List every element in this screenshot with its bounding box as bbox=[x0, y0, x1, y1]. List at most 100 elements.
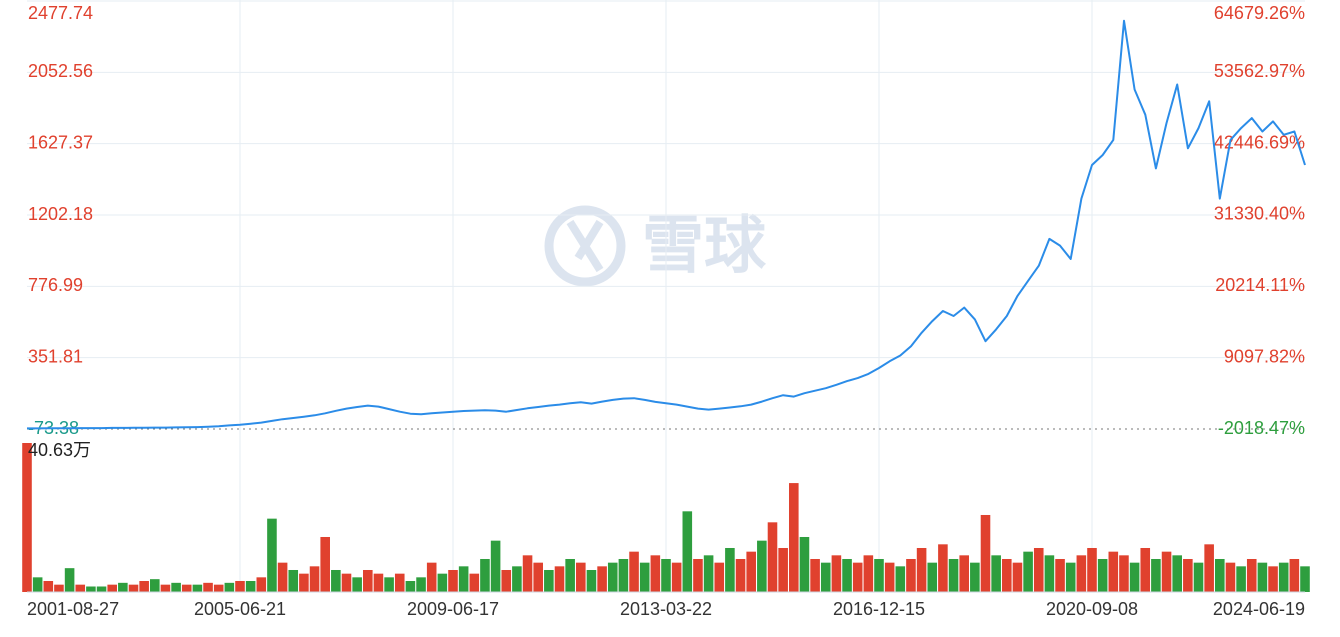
y2-tick-label: 64679.26% bbox=[1214, 3, 1305, 23]
volume-bar bbox=[959, 555, 969, 592]
volume-bar bbox=[1172, 555, 1182, 592]
volume-bar bbox=[1246, 558, 1257, 592]
volume-bar bbox=[1108, 551, 1119, 592]
volume-bar bbox=[469, 573, 480, 592]
watermark-logo-mark bbox=[566, 219, 604, 273]
y2-tick-label: 9097.82% bbox=[1224, 346, 1305, 366]
volume-bar bbox=[43, 580, 54, 592]
volume-bar bbox=[1236, 566, 1246, 592]
volume-bar bbox=[1278, 562, 1289, 592]
y2-tick-label: 42446.69% bbox=[1214, 132, 1305, 152]
volume-bar bbox=[980, 514, 991, 592]
volume-bar bbox=[639, 562, 650, 592]
volume-bar bbox=[288, 569, 299, 592]
volume-bar bbox=[544, 569, 554, 592]
volume-bar bbox=[1044, 555, 1055, 592]
grid bbox=[27, 0, 1305, 592]
volume-bar bbox=[213, 584, 224, 592]
volume-bar bbox=[203, 582, 213, 592]
volume-bar bbox=[842, 558, 852, 592]
volume-bar bbox=[181, 584, 192, 592]
volume-bar bbox=[1289, 558, 1300, 592]
volume-bar bbox=[1161, 551, 1172, 592]
y-tick-label: 1202.18 bbox=[28, 204, 93, 224]
y-tick-label: 351.81 bbox=[28, 346, 83, 366]
volume-bar bbox=[75, 584, 86, 592]
volume-bar bbox=[906, 558, 916, 592]
volume-bar bbox=[277, 562, 288, 592]
volume-bar bbox=[501, 569, 512, 592]
volume-bar bbox=[128, 584, 139, 592]
volume-bar bbox=[1225, 562, 1236, 592]
volume-bar bbox=[384, 577, 394, 592]
x-tick-label: 2016-12-15 bbox=[833, 599, 925, 619]
volume-bar bbox=[373, 573, 384, 592]
volume-bar bbox=[533, 562, 543, 592]
volume-bar bbox=[1204, 544, 1214, 592]
volume-bar bbox=[618, 558, 629, 592]
volume-bar bbox=[852, 562, 863, 592]
volume-bar bbox=[139, 580, 149, 592]
volume-bar bbox=[586, 569, 597, 592]
volume-bar bbox=[735, 558, 746, 592]
x-tick-label: 2005-06-21 bbox=[194, 599, 286, 619]
volume-bar bbox=[991, 555, 1001, 592]
volume-bar bbox=[160, 584, 171, 592]
volume-bar bbox=[1300, 566, 1310, 592]
price-line bbox=[27, 19, 1306, 430]
volume-bar bbox=[394, 573, 405, 592]
watermark-logo bbox=[544, 205, 626, 287]
volume-bar bbox=[725, 547, 735, 592]
volume-bar bbox=[576, 562, 586, 592]
volume-bar bbox=[607, 562, 618, 592]
volume-bar bbox=[1097, 558, 1108, 592]
volume-bar bbox=[948, 558, 959, 592]
volume-bar bbox=[703, 555, 714, 592]
x-tick-label: 2013-03-22 bbox=[620, 599, 712, 619]
volume-bar bbox=[757, 540, 767, 592]
volume-bar bbox=[107, 584, 117, 592]
volume-bar bbox=[895, 566, 906, 592]
volume-bar bbox=[267, 518, 277, 592]
volume-bar bbox=[150, 579, 160, 592]
volume-bar bbox=[1183, 558, 1193, 592]
volume-bar bbox=[820, 562, 831, 592]
volume-bar bbox=[693, 558, 703, 592]
volume-bar bbox=[629, 551, 639, 592]
watermark: 雪球 bbox=[544, 205, 767, 287]
volume-bar bbox=[320, 536, 330, 592]
volume-bar bbox=[810, 558, 820, 592]
volume-bar bbox=[874, 558, 884, 592]
volume-bar bbox=[1076, 555, 1087, 592]
y2-tick-label: 31330.40% bbox=[1214, 204, 1305, 224]
volume-bar bbox=[299, 573, 309, 592]
volume-bar bbox=[565, 558, 575, 592]
volume-bar bbox=[927, 562, 938, 592]
volume-bar bbox=[245, 580, 256, 592]
volume-bar bbox=[490, 540, 501, 592]
volume-bar bbox=[1087, 547, 1097, 592]
volume-bar bbox=[767, 522, 778, 592]
volume-bar bbox=[32, 577, 43, 592]
volume-bar bbox=[746, 551, 756, 592]
volume-bar bbox=[916, 547, 927, 592]
volume-bar bbox=[938, 544, 948, 592]
volume-bar bbox=[1129, 562, 1140, 592]
volume-bar bbox=[171, 582, 181, 592]
volume-bar bbox=[480, 558, 490, 592]
volume-bar bbox=[831, 555, 842, 592]
volume-bar bbox=[192, 584, 203, 592]
volume-bar bbox=[96, 586, 107, 592]
volume-bar bbox=[341, 573, 352, 592]
volume-bar bbox=[86, 586, 96, 592]
y-tick-label: 2052.56 bbox=[28, 61, 93, 81]
x-tick-label: 2020-09-08 bbox=[1046, 599, 1138, 619]
volume-bar bbox=[405, 580, 416, 592]
volume-bar bbox=[1140, 547, 1151, 592]
volume-bar bbox=[554, 566, 565, 592]
volume-bar bbox=[512, 566, 522, 592]
volume-bar bbox=[1055, 558, 1065, 592]
x-tick-label: 2024-06-19 bbox=[1213, 599, 1305, 619]
volume-tick-label: 40.63万 bbox=[28, 440, 91, 460]
